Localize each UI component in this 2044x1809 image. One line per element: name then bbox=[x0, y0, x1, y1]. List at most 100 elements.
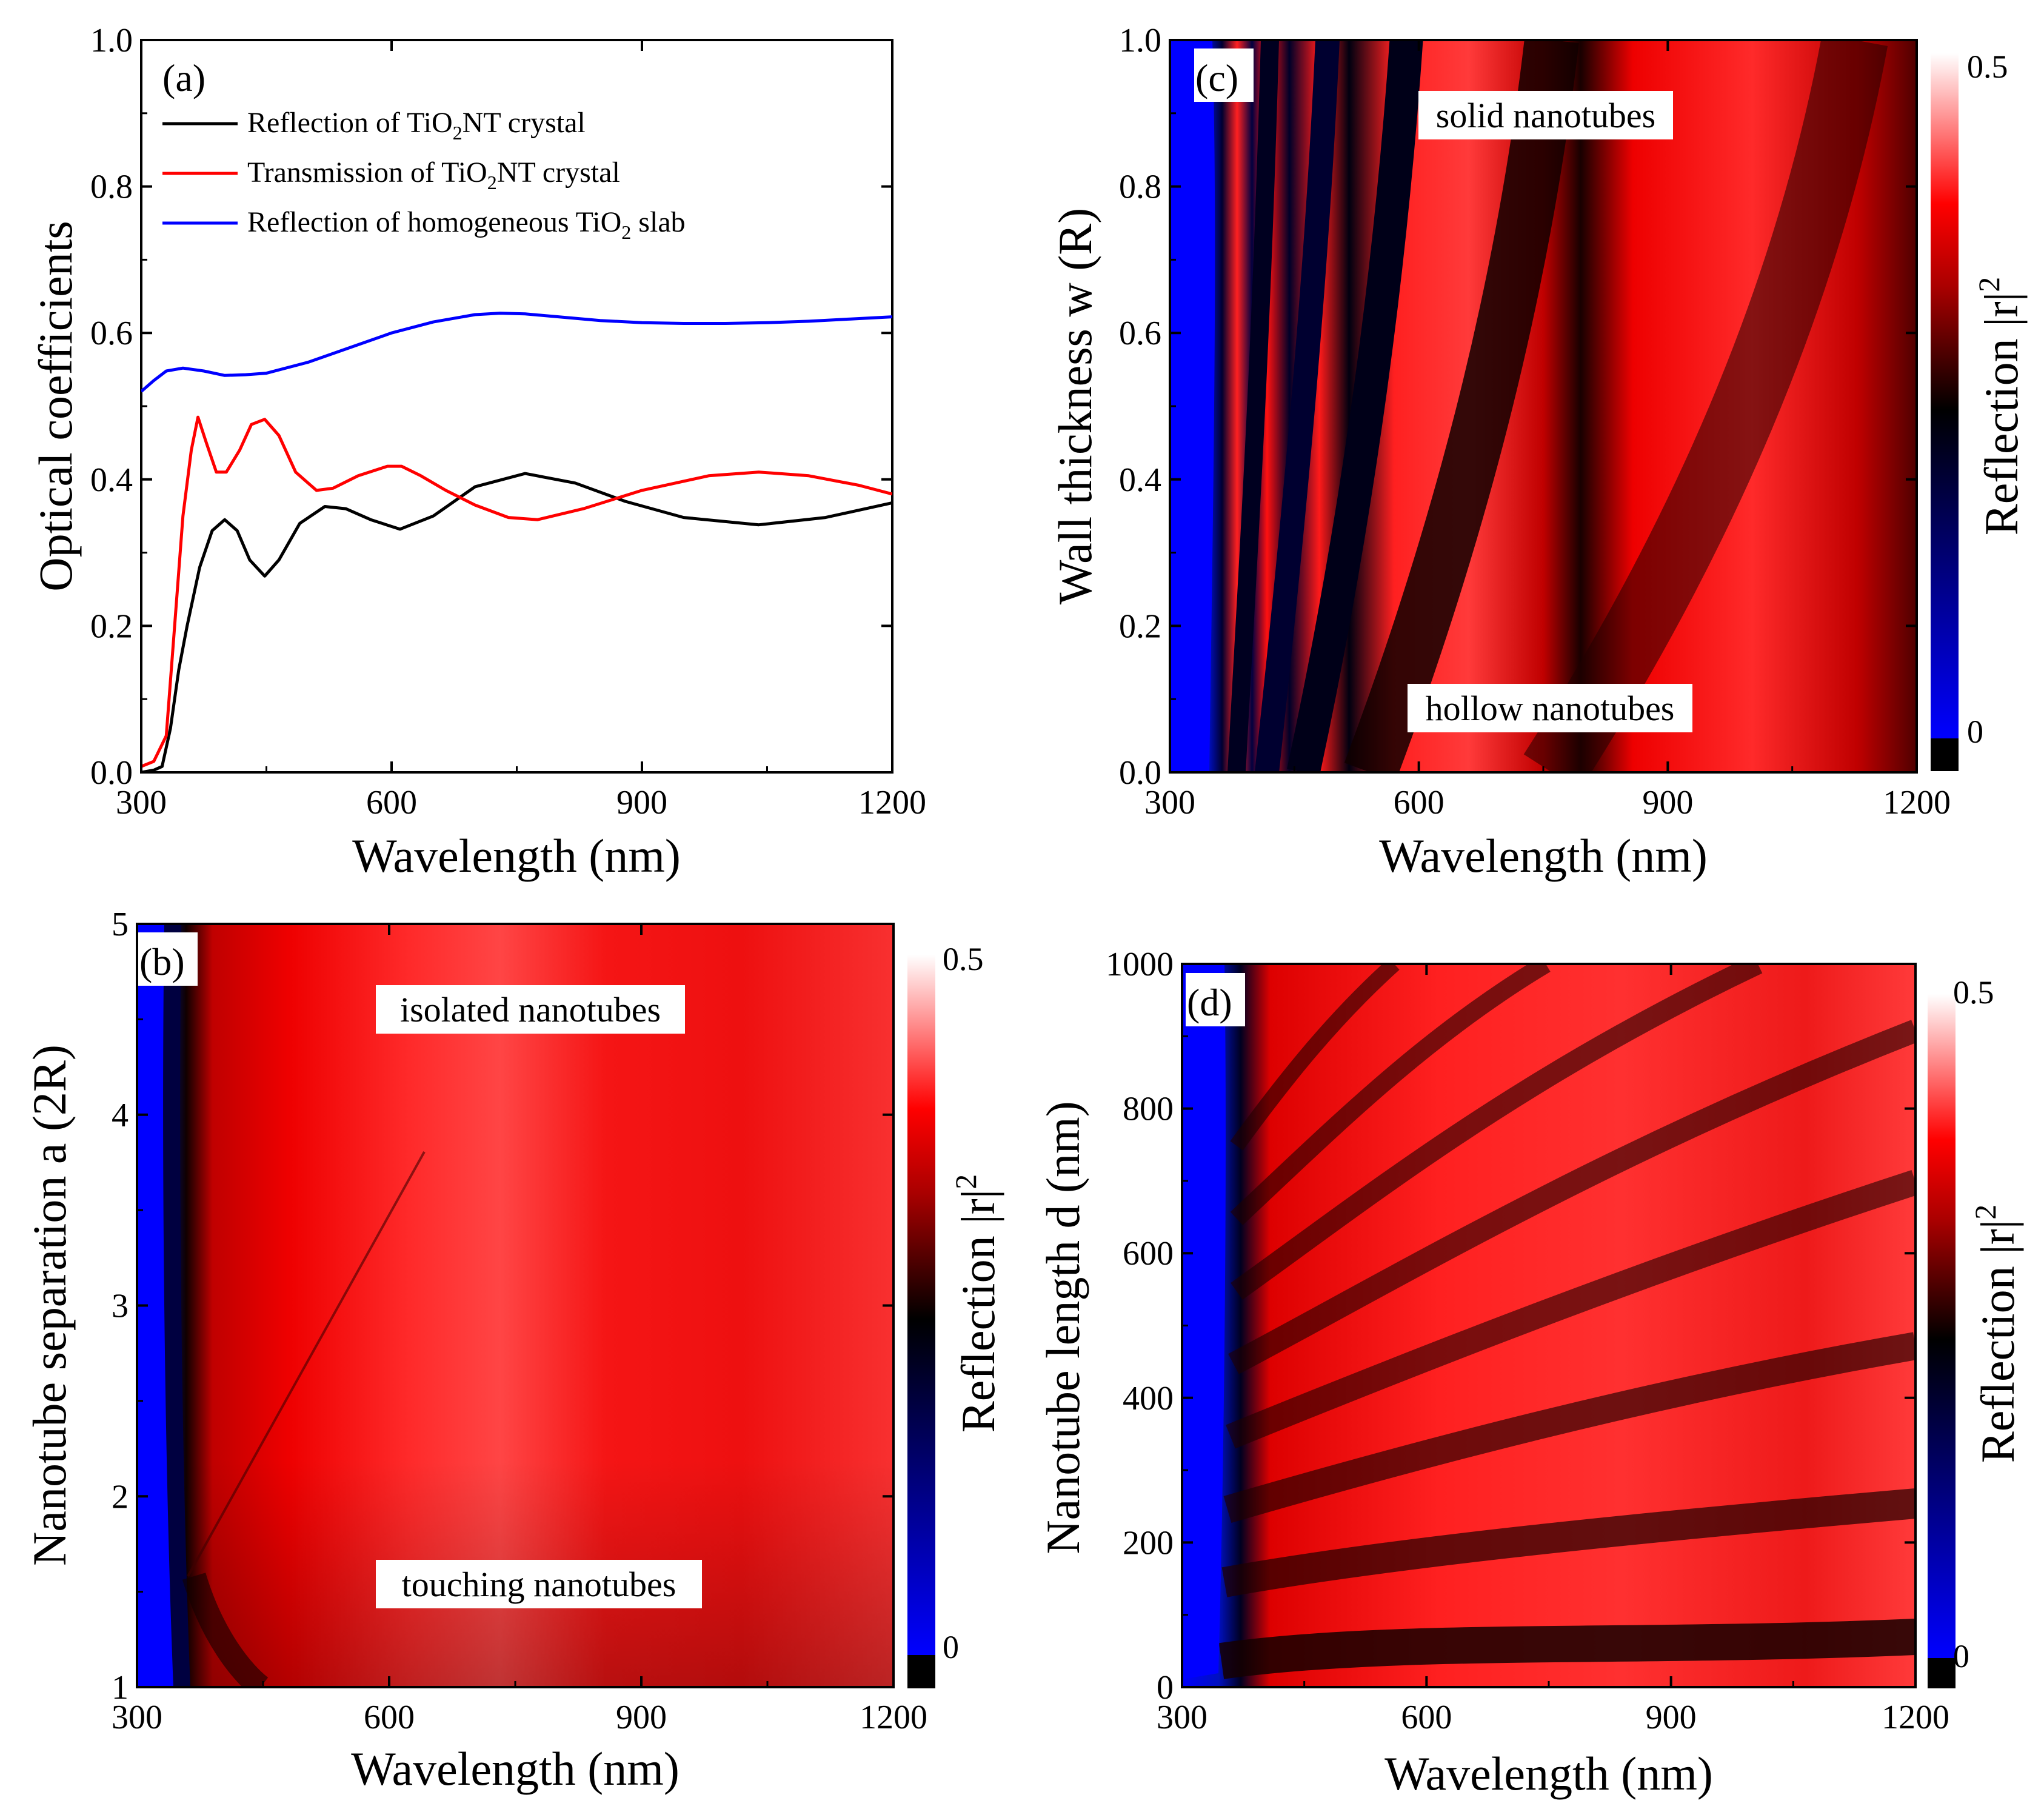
panel-c-annotation-solid: solid nanotubes bbox=[1436, 96, 1655, 135]
panel-d-colorbar-under bbox=[1928, 1658, 1955, 1688]
x-tick-label: 600 bbox=[1401, 1699, 1452, 1736]
x-tick-label: 900 bbox=[616, 1699, 667, 1736]
x-tick-label: 300 bbox=[1144, 784, 1195, 821]
legend-text-tail: NT crystal bbox=[463, 107, 586, 139]
legend-entry-2: Transmission of TiO2NT crystal bbox=[247, 156, 620, 193]
x-tick-label: 900 bbox=[1646, 1699, 1697, 1736]
panel-d-colorbar-label: Reflection |r|2 bbox=[1968, 1205, 2024, 1463]
y-tick-label: 1 bbox=[112, 1669, 129, 1707]
panel-c-heatmap bbox=[1170, 40, 1917, 772]
y-tick-label: 0.2 bbox=[1119, 607, 1161, 645]
series-line-3 bbox=[141, 312, 892, 393]
panel-b-annotation-touching: touching nanotubes bbox=[402, 1565, 676, 1604]
panel-c-y-ticks: 0.0 0.2 0.4 0.6 0.8 1.0 bbox=[1119, 22, 1917, 792]
panel-d-fringe-6 bbox=[1231, 964, 1763, 1300]
legend-text: Transmission of TiO bbox=[247, 156, 487, 189]
panel-c: 300 600 900 1200 0.0 0.2 0.4 0.6 0.8 1.0 (c) sol… bbox=[1049, 22, 2028, 882]
panel-c-fringe-1 bbox=[1227, 40, 1279, 772]
panel-d-y-axis-label: Nanotube length d (nm) bbox=[1037, 1101, 1089, 1554]
y-tick-label: 400 bbox=[1123, 1380, 1174, 1417]
panel-b-colorbar-label-text: Reflection |r| bbox=[952, 1189, 1004, 1433]
x-tick-label: 1200 bbox=[858, 784, 926, 821]
panel-d-colorbar-tick-min: 0 bbox=[1953, 1638, 1969, 1674]
panel-b-colorbar-tick-max: 0.5 bbox=[943, 941, 984, 977]
x-tick-label: 300 bbox=[116, 784, 167, 821]
x-tick-label: 300 bbox=[112, 1699, 162, 1736]
legend-entry-3: Reflection of homogeneous TiO2 slab bbox=[247, 206, 686, 243]
panel-d-x-axis-label: Wavelength (nm) bbox=[1384, 1747, 1713, 1800]
legend-text-tail: slab bbox=[631, 206, 685, 238]
panel-d-fringe-4 bbox=[1226, 1170, 1915, 1449]
panel-d: 300 600 900 1200 0 200 400 600 800 1000 (d) 0.5 … bbox=[1037, 946, 2024, 1800]
y-tick-label: 0.6 bbox=[90, 315, 133, 352]
panel-b-label: (b) bbox=[139, 940, 185, 983]
panel-b-colorbar-label-sup: 2 bbox=[949, 1174, 983, 1189]
y-tick-label: 0.8 bbox=[1119, 169, 1161, 206]
y-tick-label: 0.6 bbox=[1119, 315, 1161, 352]
panel-d-fringe-5 bbox=[1228, 1020, 1915, 1374]
legend-subscript: 2 bbox=[621, 221, 631, 243]
panel-d-colorbar-label-sup: 2 bbox=[1968, 1205, 2002, 1220]
panel-b-y-ticks: 1 2 3 4 5 bbox=[112, 906, 893, 1707]
panel-b-colorbar-gradient bbox=[907, 955, 935, 1655]
y-tick-label: 0.2 bbox=[90, 607, 133, 645]
panel-c-x-axis-label: Wavelength (nm) bbox=[1379, 829, 1708, 882]
y-tick-label: 0.0 bbox=[1119, 754, 1161, 792]
panel-c-colorbar-label-sup: 2 bbox=[1972, 277, 2006, 292]
y-tick-label: 1.0 bbox=[1119, 22, 1161, 59]
panel-a-y-ticks: 0.0 0.2 0.4 0.6 0.8 1.0 bbox=[90, 22, 892, 792]
y-tick-label: 2 bbox=[112, 1478, 129, 1516]
panel-d-heatmap bbox=[1182, 964, 1915, 1687]
panel-d-colorbar-tick-max: 0.5 bbox=[1953, 974, 1994, 1011]
panel-a-y-axis-label: Optical coefficients bbox=[29, 221, 82, 591]
series-line-1 bbox=[141, 472, 892, 772]
panel-c-annotation-box-2 bbox=[1408, 684, 1692, 732]
panel-a: 300 600 900 1200 0.0 0.2 0.4 0.6 0.8 1.0 (a) Ref… bbox=[29, 22, 926, 882]
panel-b-colorbar: 0.5 0 Reflection |r|2 bbox=[907, 941, 1004, 1688]
panel-a-x-axis-label: Wavelength (nm) bbox=[352, 829, 681, 882]
x-tick-label: 1200 bbox=[1883, 784, 1951, 821]
x-tick-label: 600 bbox=[364, 1699, 415, 1736]
legend-text: Reflection of homogeneous TiO bbox=[247, 206, 621, 238]
panel-c-colorbar-tick-max: 0.5 bbox=[1967, 48, 2008, 85]
panel-c-fringe-2 bbox=[1255, 40, 1340, 772]
panel-b-x-ticks: 300 600 900 1200 bbox=[112, 924, 927, 1736]
x-tick-label: 1200 bbox=[1882, 1699, 1949, 1736]
y-tick-label: 0.8 bbox=[90, 169, 133, 206]
panel-a-lines bbox=[141, 312, 892, 772]
panel-c-colorbar-label: Reflection |r|2 bbox=[1972, 277, 2028, 536]
panel-d-label-box bbox=[1186, 973, 1245, 1026]
y-tick-label: 1000 bbox=[1106, 946, 1174, 983]
panel-d-fringe-2 bbox=[1221, 1488, 1915, 1597]
panel-c-x-ticks: 300 600 900 1200 bbox=[1144, 40, 1951, 821]
x-tick-label: 1200 bbox=[860, 1699, 927, 1736]
y-tick-label: 0.0 bbox=[90, 754, 133, 792]
panel-d-blue-region bbox=[1182, 964, 1226, 1679]
panel-b-x-axis-label: Wavelength (nm) bbox=[351, 1742, 680, 1795]
panel-c-colorbar-gradient bbox=[1931, 53, 1959, 738]
y-tick-label: 0.4 bbox=[90, 461, 133, 499]
legend-entry-1: Reflection of TiO2NT crystal bbox=[247, 107, 586, 144]
y-tick-label: 5 bbox=[112, 906, 129, 943]
panel-c-colorbar-under bbox=[1931, 738, 1959, 771]
panel-d-label: (d) bbox=[1187, 981, 1232, 1024]
panel-d-colorbar-label-text: Reflection |r| bbox=[1971, 1220, 2024, 1463]
panel-b-colorbar-under bbox=[907, 1655, 935, 1688]
panel-c-label-box bbox=[1194, 48, 1254, 102]
panel-d-x-ticks: 300 600 900 1200 bbox=[1157, 964, 1949, 1736]
panel-c-blue-region bbox=[1170, 40, 1215, 772]
panel-c-fringe-3 bbox=[1287, 40, 1423, 772]
x-tick-label: 300 bbox=[1157, 1699, 1207, 1736]
panel-b-annotation-isolated: isolated nanotubes bbox=[400, 990, 661, 1029]
x-tick-label: 900 bbox=[616, 784, 667, 821]
y-tick-label: 3 bbox=[112, 1288, 129, 1325]
panel-a-plot-area bbox=[140, 39, 893, 774]
y-tick-label: 1.0 bbox=[90, 22, 133, 59]
panel-c-annotation-box-1 bbox=[1418, 91, 1673, 139]
panel-b: 300 600 900 1200 1 2 3 4 5 (b) isolated nanotub… bbox=[23, 906, 1004, 1795]
panel-a-x-ticks: 300 600 900 1200 bbox=[116, 40, 926, 821]
panel-d-colorbar-gradient bbox=[1928, 994, 1955, 1658]
x-tick-label: 600 bbox=[1394, 784, 1444, 821]
legend-subscript: 2 bbox=[453, 122, 463, 144]
panel-c-label: (c) bbox=[1195, 56, 1238, 99]
